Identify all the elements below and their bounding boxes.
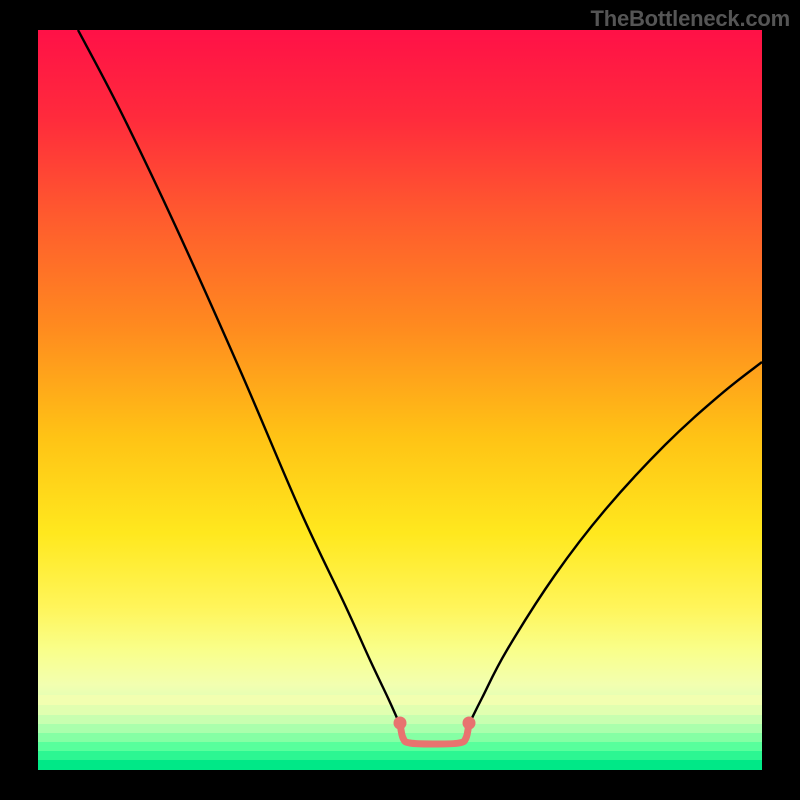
watermark-text: TheBottleneck.com (590, 6, 790, 32)
bottleneck-chart (0, 0, 800, 800)
trough-marker-left (394, 717, 407, 730)
trough-marker-right (463, 717, 476, 730)
plot-background (38, 30, 762, 770)
